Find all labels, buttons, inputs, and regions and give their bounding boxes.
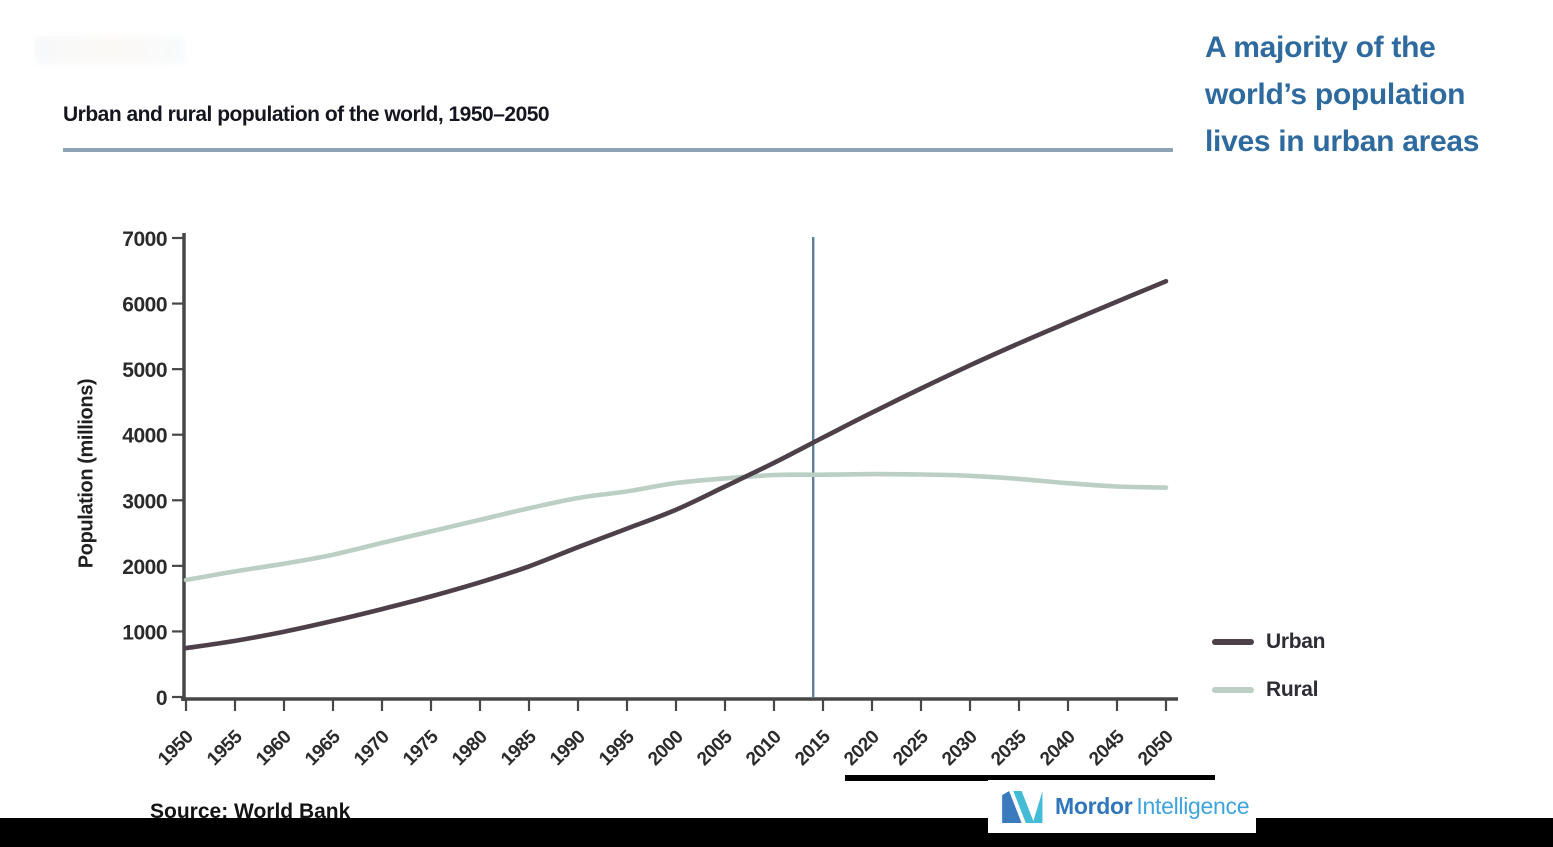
title-rule — [63, 148, 1173, 152]
x-tick-label: 1955 — [203, 726, 247, 770]
rural-line-path — [183, 471, 1169, 583]
rural-line-swatch — [1212, 687, 1254, 693]
y-tick-label: 2000 — [122, 556, 167, 579]
chart-legend: Urban Rural — [1212, 630, 1325, 726]
headline-text: A majority of the world’s population liv… — [1205, 31, 1480, 158]
legend-item-urban: Urban — [1212, 630, 1325, 654]
x-tick-label: 2050 — [1134, 727, 1177, 770]
x-tick-label: 2005 — [693, 726, 737, 770]
x-tick-label: 1990 — [546, 727, 589, 770]
brand-name-primary: Mordor — [1055, 793, 1133, 819]
urban-line-path — [183, 279, 1169, 651]
x-tick-label: 2040 — [1036, 727, 1079, 770]
x-tick-label: 2045 — [1085, 726, 1129, 770]
x-tick-label: 1950 — [154, 727, 197, 770]
y-tick-label: 1000 — [122, 621, 167, 644]
urban-line-swatch — [1212, 639, 1254, 645]
y-tick-label: 3000 — [122, 490, 167, 513]
legend-item-rural: Rural — [1212, 678, 1325, 702]
mordor-m-icon — [1002, 790, 1043, 823]
y-tick-label: 4000 — [122, 425, 167, 448]
x-tick-label: 1970 — [350, 727, 393, 770]
x-tick-label: 2015 — [791, 726, 835, 770]
brand-name-secondary: Intelligence — [1136, 793, 1250, 819]
footer-black-strip — [845, 775, 1215, 781]
watermark-ghost — [35, 36, 185, 64]
x-tick-label: 2000 — [644, 727, 687, 770]
y-tick-label: 5000 — [122, 359, 167, 382]
x-tick-label: 1960 — [252, 727, 295, 770]
x-tick-label: 1980 — [448, 727, 491, 770]
legend-label-urban: Urban — [1266, 630, 1326, 653]
brand-logo-box: Mordor Intelligence — [988, 780, 1256, 833]
x-tick-label: 2020 — [840, 727, 883, 770]
legend-label-rural: Rural — [1266, 678, 1319, 701]
m-icon-left-shape — [1002, 790, 1022, 823]
footer-black-bar — [0, 818, 1553, 847]
brand-name: Mordor Intelligence — [1055, 793, 1249, 820]
x-tick-label: 1965 — [301, 726, 345, 770]
y-tick-label: 7000 — [122, 228, 167, 251]
x-tick-label: 2030 — [938, 727, 981, 770]
x-tick-label: 2035 — [987, 726, 1031, 770]
m-icon-right-shape — [1032, 790, 1043, 823]
m-icon-middle-shape — [1013, 790, 1035, 823]
y-tick-label: 6000 — [122, 294, 167, 317]
x-tick-label: 1985 — [497, 726, 541, 770]
x-tick-label: 2010 — [742, 727, 785, 770]
x-tick-label: 1975 — [399, 726, 443, 770]
x-tick-label: 2025 — [889, 726, 933, 770]
x-tick-label: 1995 — [595, 726, 639, 770]
y-tick-label: 0 — [156, 687, 167, 710]
chart-title: Urban and rural population of the world,… — [63, 103, 550, 126]
source-note: Source: World Bank — [150, 800, 351, 823]
